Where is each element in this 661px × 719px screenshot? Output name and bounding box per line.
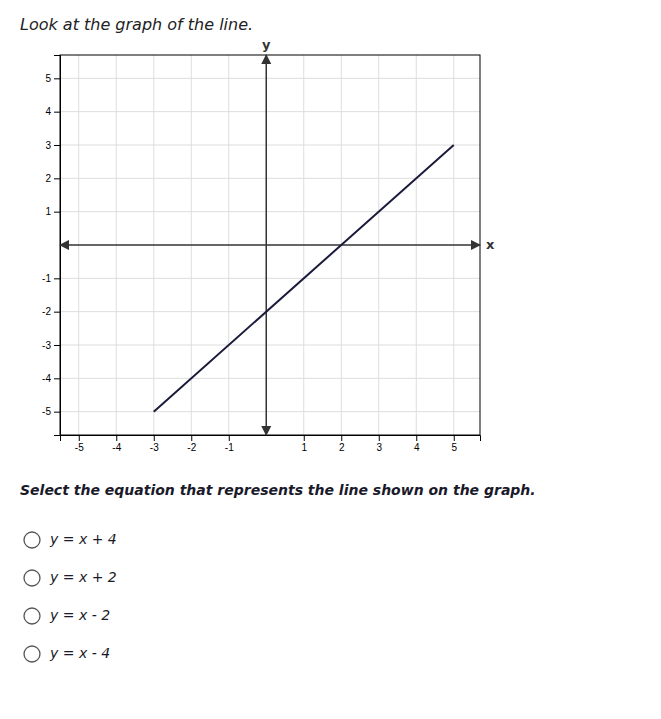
y-tick: -1: [42, 273, 60, 284]
x-tick-mark: [341, 435, 342, 441]
x-tick-label: 4: [414, 442, 420, 453]
y-tick-mark: [54, 212, 60, 213]
y-tick-mark: [54, 112, 60, 113]
y-tick-label: -2: [42, 306, 51, 317]
x-axis-line: [60, 244, 480, 246]
y-tick-label: 4: [45, 106, 51, 117]
x-tick-mark: [416, 435, 417, 441]
grid-line-y: [60, 345, 480, 346]
y-tick-mark: [54, 345, 60, 346]
line: [154, 145, 454, 412]
plot-frame: [60, 55, 480, 435]
x-tick-label: 1: [301, 442, 307, 453]
y-tick: -3: [42, 340, 60, 351]
y-axis-line: [266, 55, 268, 435]
marks: [154, 145, 454, 412]
origin-axes: [60, 55, 480, 435]
y-tick-label: 1: [45, 206, 51, 217]
x-axis-domain: [61, 436, 481, 442]
y-tick-label: 5: [45, 73, 51, 84]
y-tick-mark: [54, 312, 60, 313]
x-tick-label: 5: [451, 442, 457, 453]
y-tick-label: 3: [45, 140, 51, 151]
grid-line-y: [60, 411, 480, 412]
y-tick-label: 2: [45, 173, 51, 184]
x-tick-label: -1: [225, 442, 234, 453]
x-tick-mark: [379, 435, 380, 441]
y-tick: -5: [42, 406, 60, 417]
x-tick: 3: [376, 435, 382, 453]
y-tick-label: -5: [42, 406, 51, 417]
y-tick-mark: [54, 178, 60, 179]
x-tick: 2: [339, 435, 345, 453]
x-tick-mark: [116, 435, 117, 441]
option-label: y = x + 4: [49, 531, 117, 547]
y-tick-mark: [54, 145, 60, 146]
y-axis-domain: [54, 56, 61, 436]
grid-line-y: [60, 111, 480, 112]
radio-button[interactable]: [24, 646, 40, 662]
x-tick: -2: [187, 435, 196, 453]
x-tick-mark: [229, 435, 230, 441]
y-tick-mark: [54, 278, 60, 279]
x-tick-mark: [454, 435, 455, 441]
y-tick: 3: [45, 140, 60, 151]
grid: [60, 55, 480, 435]
y-tick: -4: [42, 373, 60, 384]
x-tick-mark: [191, 435, 192, 441]
grid-line-y: [60, 311, 480, 312]
x-tick-label: 3: [376, 442, 382, 453]
x-tick-mark: [304, 435, 305, 441]
x-tick: -4: [112, 435, 121, 453]
option-label: y = x - 2: [49, 607, 110, 623]
grid-line-y: [60, 211, 480, 212]
y-tick: 1: [45, 206, 60, 217]
y-tick-mark: [54, 78, 60, 79]
y-tick: 4: [45, 106, 60, 117]
y-tick-label: -1: [42, 273, 51, 284]
x-tick-label: -3: [150, 442, 159, 453]
x-tick-mark: [154, 435, 155, 441]
y-tick-label: -4: [42, 373, 51, 384]
option-label: y = x + 2: [49, 569, 117, 585]
x-tick: 5: [451, 435, 457, 453]
x-tick-label: -5: [75, 442, 84, 453]
y-tick-label: -3: [42, 340, 51, 351]
option-label: y = x - 4: [49, 645, 110, 661]
grid-line-y: [60, 378, 480, 379]
grid-line-y: [60, 78, 480, 79]
radio-button[interactable]: [24, 608, 40, 624]
x-tick: 1: [301, 435, 307, 453]
x-tick-label: 2: [339, 442, 345, 453]
x-tick: -5: [75, 435, 84, 453]
grid-line-y: [60, 278, 480, 279]
x-axis-label: x: [486, 237, 495, 252]
title: Look at the graph of the line.: [20, 15, 253, 34]
x-tick: 4: [414, 435, 420, 453]
y-tick: -2: [42, 306, 60, 317]
y-axis: -5 -4 -3 -2 -1 1 2 3 4 5: [42, 56, 60, 436]
y-tick-mark: [54, 412, 60, 413]
x-tick: -3: [150, 435, 159, 453]
radio-button[interactable]: [24, 532, 40, 548]
y-tick: 5: [45, 73, 60, 84]
x-tick-label: -4: [112, 442, 121, 453]
radio-button[interactable]: [24, 570, 40, 586]
chart: Look at the graph of the line. -5 -4 -3 -2 -1…: [0, 0, 661, 719]
x-axis: -5 -4 -3 -2 -1 1 2 3 4 5: [61, 435, 481, 453]
x-tick-label: -2: [187, 442, 196, 453]
grid-line-y: [60, 145, 480, 146]
x-tick-mark: [79, 435, 80, 441]
options: y = x + 4 y = x + 2 y = x - 2 y = x - 4: [24, 531, 117, 662]
y-axis-label: y: [262, 37, 271, 52]
x-tick: -1: [225, 435, 234, 453]
question: Select the equation that represents the …: [20, 482, 536, 498]
y-tick: 2: [45, 173, 60, 184]
y-tick-mark: [54, 378, 60, 379]
